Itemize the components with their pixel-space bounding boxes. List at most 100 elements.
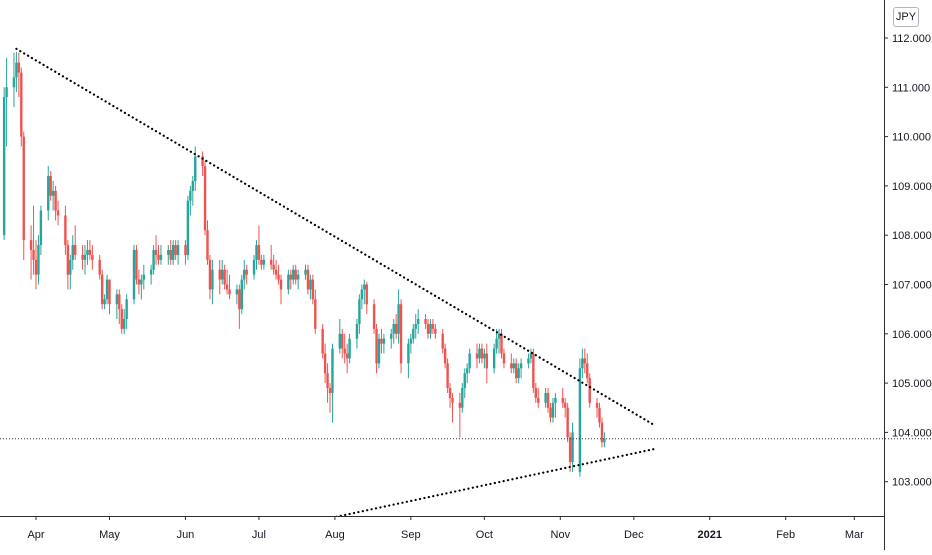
candle [515, 358, 518, 384]
candle [581, 348, 584, 379]
candle-body [174, 245, 177, 255]
candle-body [500, 333, 503, 354]
candle [534, 383, 537, 403]
candle [74, 225, 77, 260]
candle [125, 294, 128, 329]
candle-body [2, 97, 6, 236]
candle [184, 240, 187, 265]
candle-body [17, 62, 21, 73]
candle [191, 176, 194, 206]
candle [296, 269, 300, 290]
x-tick-label: Apr [27, 529, 44, 541]
candle [510, 353, 513, 374]
candle-body [424, 319, 427, 324]
candle-body [186, 200, 190, 255]
candle-body [208, 259, 212, 290]
candle-body [360, 289, 364, 300]
candle-body [105, 279, 109, 300]
candle [321, 323, 324, 359]
y-tick-label: 106.000 [892, 329, 932, 341]
candle [15, 51, 18, 93]
candle [537, 388, 540, 408]
candle-body [497, 333, 501, 339]
candle [603, 432, 606, 448]
candle [519, 358, 523, 379]
candle [294, 264, 297, 285]
candle-body [475, 353, 479, 359]
candles-layer [2, 51, 606, 477]
candle-body [125, 299, 128, 320]
candle-body [20, 72, 23, 137]
candle-body [98, 259, 101, 275]
candle [348, 333, 351, 364]
candle [331, 343, 334, 423]
candle [81, 245, 84, 270]
candle [517, 363, 520, 384]
candle-body [184, 245, 187, 255]
candle-body [262, 259, 266, 265]
trendline-support[interactable] [328, 447, 657, 519]
candle [100, 269, 104, 310]
candle-body [292, 269, 295, 280]
candle-body [532, 353, 535, 389]
candle-body [431, 323, 435, 329]
candle-body [201, 156, 204, 167]
candle [37, 235, 40, 285]
candle [468, 348, 471, 374]
candle-body [358, 299, 361, 324]
candle-body [564, 402, 567, 408]
candle [262, 254, 266, 270]
candle-body [600, 422, 604, 443]
candle [274, 259, 278, 280]
candle [341, 328, 344, 359]
candle-body [448, 388, 452, 398]
candle-body [149, 269, 153, 275]
x-tick-label: 2021 [698, 529, 722, 541]
candle [51, 180, 55, 211]
candle-body [355, 323, 359, 339]
candle-body [588, 378, 591, 403]
candle [289, 269, 292, 290]
candle [255, 240, 258, 270]
candle-body [571, 432, 574, 462]
candle [529, 348, 533, 364]
candle [500, 328, 503, 359]
candle [595, 397, 599, 418]
candle-body [341, 333, 344, 349]
candle [360, 284, 364, 310]
candle [260, 254, 263, 270]
candle-body [296, 274, 300, 280]
candle-body [81, 254, 84, 260]
candle-body [321, 328, 324, 354]
candle-body [568, 437, 572, 462]
candle [142, 264, 145, 290]
candle-body [417, 319, 420, 324]
candle [118, 289, 121, 324]
candle-body [69, 259, 72, 275]
candle-body [289, 274, 292, 280]
candle [235, 284, 239, 305]
candle [380, 328, 383, 354]
candle [54, 185, 57, 221]
candle-body [578, 368, 582, 472]
candle [252, 254, 256, 280]
currency-badge[interactable]: JPY [893, 7, 919, 27]
candle [314, 289, 317, 334]
candle-body [309, 279, 312, 290]
candle [91, 245, 94, 270]
candle-body [304, 269, 307, 275]
trendline-resistance[interactable] [15, 47, 657, 428]
candle [270, 245, 273, 270]
candle [172, 240, 175, 265]
candle-body [29, 240, 33, 250]
candle [424, 314, 427, 329]
candle [64, 205, 67, 255]
candle-body [328, 388, 332, 393]
candle-body [22, 136, 25, 241]
candle [431, 319, 435, 334]
x-tick-label: Jun [177, 529, 195, 541]
candle-body [495, 338, 498, 349]
candle-body [167, 249, 170, 255]
